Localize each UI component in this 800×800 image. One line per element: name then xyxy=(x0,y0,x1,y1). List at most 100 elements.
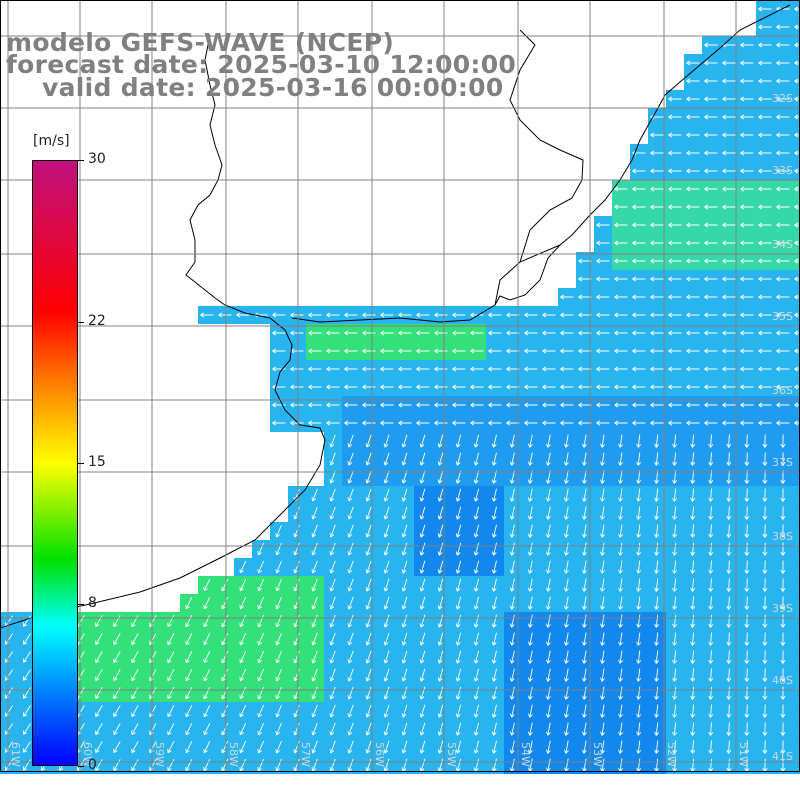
wind-arrow xyxy=(686,276,700,282)
wind-arrow xyxy=(740,60,754,66)
wind-arrow xyxy=(275,542,282,556)
wind-arrow xyxy=(740,186,754,192)
wind-arrow xyxy=(636,578,642,592)
wind-arrow xyxy=(473,668,480,682)
wind-arrow xyxy=(618,722,623,736)
wind-arrow xyxy=(794,294,800,300)
wind-arrow xyxy=(794,348,800,354)
wind-arrow xyxy=(434,366,448,372)
wind-arrow xyxy=(509,704,515,718)
wind-arrow xyxy=(582,560,587,574)
wind-arrow xyxy=(708,614,714,628)
wind-arrow xyxy=(365,668,372,682)
wind-arrow xyxy=(618,704,623,718)
wind-arrow xyxy=(704,402,718,408)
wind-arrow xyxy=(582,470,587,484)
wind-arrow xyxy=(203,597,211,610)
wind-arrow xyxy=(726,632,732,646)
wind-speed-cell xyxy=(792,486,800,504)
wind-arrow xyxy=(437,488,444,502)
colorbar-tick-label: 15 xyxy=(88,454,106,470)
colorbar-tick-label: 0 xyxy=(88,757,97,773)
wind-arrow xyxy=(614,402,628,408)
wind-arrow xyxy=(203,759,211,772)
wind-arrow xyxy=(650,348,664,354)
wind-arrow xyxy=(365,434,372,448)
wind-arrow xyxy=(293,686,300,700)
wind-arrow xyxy=(614,366,628,372)
wind-arrow xyxy=(401,650,408,664)
wind-arrow xyxy=(509,452,515,466)
wind-arrow xyxy=(95,759,103,771)
wind-arrow xyxy=(380,366,394,372)
wind-arrow xyxy=(776,366,790,372)
wind-arrow xyxy=(509,686,515,700)
wind-arrow xyxy=(347,740,354,754)
latitude-label: 32S xyxy=(772,92,793,105)
wind-arrow xyxy=(578,402,592,408)
wind-arrow xyxy=(636,668,642,682)
wind-arrow xyxy=(344,312,358,318)
wind-arrow xyxy=(383,758,390,772)
wind-arrow xyxy=(455,434,462,448)
wind-arrow xyxy=(668,240,682,246)
wind-arrow xyxy=(582,434,587,448)
wind-arrow xyxy=(578,276,592,282)
wind-arrow xyxy=(582,542,587,556)
wind-arrow xyxy=(383,506,390,520)
wind-arrow xyxy=(780,614,786,628)
wind-arrow xyxy=(416,348,430,354)
wind-arrow xyxy=(704,78,718,84)
wind-arrow xyxy=(762,542,768,556)
wind-arrow xyxy=(131,759,139,772)
wind-arrow xyxy=(686,348,700,354)
wind-arrow xyxy=(708,506,714,520)
wind-arrow xyxy=(22,651,31,663)
wind-arrow xyxy=(758,42,772,48)
wind-arrow xyxy=(632,168,646,174)
wind-arrow xyxy=(272,402,286,408)
wind-arrow xyxy=(437,560,444,574)
wind-arrow xyxy=(690,668,696,682)
forecast-date: forecast date: 2025-03-10 12:00:00 xyxy=(6,50,517,79)
wind-arrow xyxy=(365,452,372,466)
wind-arrow xyxy=(726,596,732,610)
wind-arrow xyxy=(488,312,502,318)
wind-arrow xyxy=(22,669,31,681)
wind-arrow xyxy=(563,704,569,718)
wind-arrow xyxy=(311,578,318,592)
wind-arrow xyxy=(600,614,605,628)
wind-arrow xyxy=(704,366,718,372)
wind-arrow xyxy=(473,542,480,556)
wind-arrow xyxy=(740,258,754,264)
wind-arrow xyxy=(563,632,569,646)
wind-arrow xyxy=(704,222,718,228)
wind-arrow xyxy=(419,740,426,754)
wind-arrow xyxy=(794,78,800,84)
wind-arrow xyxy=(776,240,790,246)
wind-arrow xyxy=(758,384,772,390)
wind-arrow xyxy=(473,560,480,574)
wind-arrow xyxy=(527,578,533,592)
latitude-label: 38S xyxy=(772,530,793,543)
wind-arrow xyxy=(654,470,660,484)
wind-arrow xyxy=(618,524,623,538)
wind-arrow xyxy=(329,542,336,556)
wind-arrow xyxy=(329,560,336,574)
wind-arrow xyxy=(600,578,605,592)
wind-arrow xyxy=(650,168,664,174)
wind-arrow xyxy=(600,506,605,520)
wind-arrow xyxy=(491,470,497,484)
wind-arrow xyxy=(780,434,786,448)
wind-arrow xyxy=(560,348,574,354)
latitude-label: 37S xyxy=(772,456,793,469)
wind-arrow xyxy=(455,506,462,520)
wind-arrow xyxy=(275,704,282,718)
wind-arrow xyxy=(744,524,750,538)
wind-arrow xyxy=(293,560,300,574)
wind-arrow xyxy=(290,420,304,426)
wind-arrow xyxy=(455,722,462,736)
wind-arrow xyxy=(365,470,372,484)
wind-arrow xyxy=(614,330,628,336)
wind-arrow xyxy=(329,524,336,538)
